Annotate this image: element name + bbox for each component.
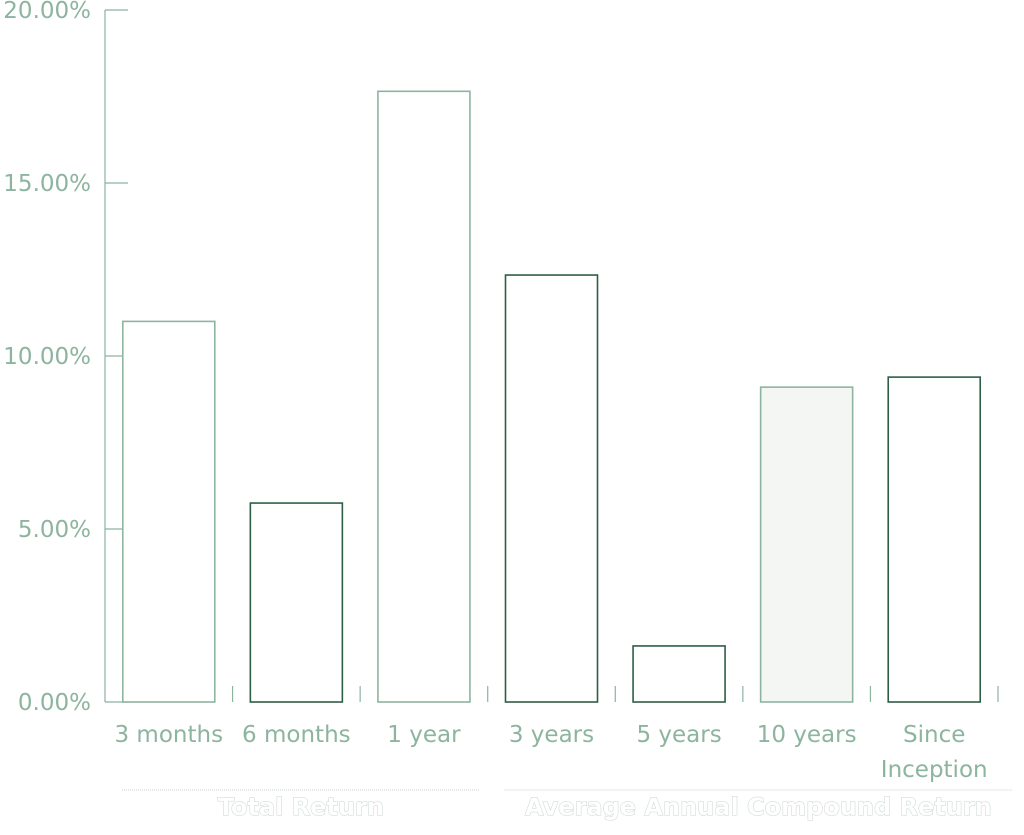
x-tick-label: 1 year — [387, 722, 461, 748]
y-tick-label: 15.00% — [3, 171, 91, 197]
group-label: Average Annual Compound Return — [525, 793, 992, 821]
bar — [887, 376, 982, 703]
x-tick-label: 3 months — [114, 722, 224, 748]
y-tick-label: 5.00% — [18, 517, 91, 543]
x-tick-label: Since Inception — [880, 722, 988, 783]
y-tick-label: 0.00% — [18, 690, 91, 716]
x-tick-label: 10 years — [756, 722, 857, 748]
y-tick-label: 10.00% — [3, 344, 91, 370]
bar — [249, 502, 344, 703]
bar — [377, 90, 471, 703]
bar — [504, 274, 599, 703]
bar — [632, 645, 726, 703]
bar — [121, 320, 216, 703]
x-tick-label: 5 years — [636, 722, 722, 748]
bar — [759, 386, 854, 703]
group-label: Total Return — [218, 793, 384, 821]
x-tick-label: 6 months — [242, 722, 351, 748]
y-tick-label: 20.00% — [3, 0, 91, 24]
x-tick-label: 3 years — [508, 722, 595, 748]
